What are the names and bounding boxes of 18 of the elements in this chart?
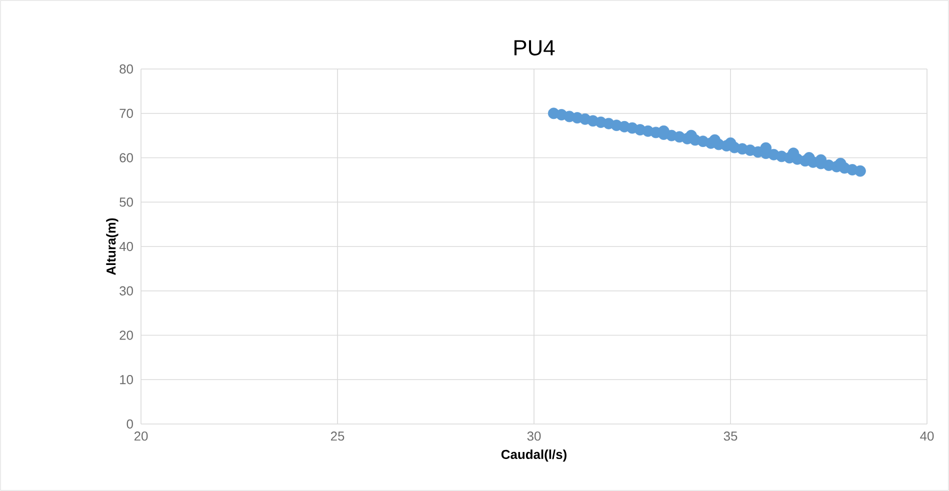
y-tick-label: 0 bbox=[126, 419, 133, 429]
y-tick-label: 30 bbox=[120, 286, 133, 296]
y-tick-label: 10 bbox=[120, 375, 133, 384]
y-tick-label: 20 bbox=[120, 330, 133, 340]
x-tick-label: 30 bbox=[527, 432, 541, 441]
y-tick-label: 50 bbox=[120, 198, 133, 207]
x-tick-label: 40 bbox=[920, 432, 934, 441]
x-tick-label: 25 bbox=[330, 432, 344, 441]
y-tick-label: 60 bbox=[120, 153, 133, 162]
y-tick-label: 70 bbox=[120, 108, 133, 118]
y-axis-title: Altura(m) bbox=[106, 218, 118, 275]
y-tick-label: 40 bbox=[119, 242, 133, 252]
point bbox=[854, 165, 866, 177]
x-tick-label: 35 bbox=[724, 432, 738, 441]
x-axis-title: Caudal(l/s) bbox=[501, 450, 566, 462]
chart-title: PU4 bbox=[514, 40, 555, 56]
x-tick-label: 20 bbox=[134, 432, 148, 441]
y-tick-label: 80 bbox=[120, 64, 133, 74]
